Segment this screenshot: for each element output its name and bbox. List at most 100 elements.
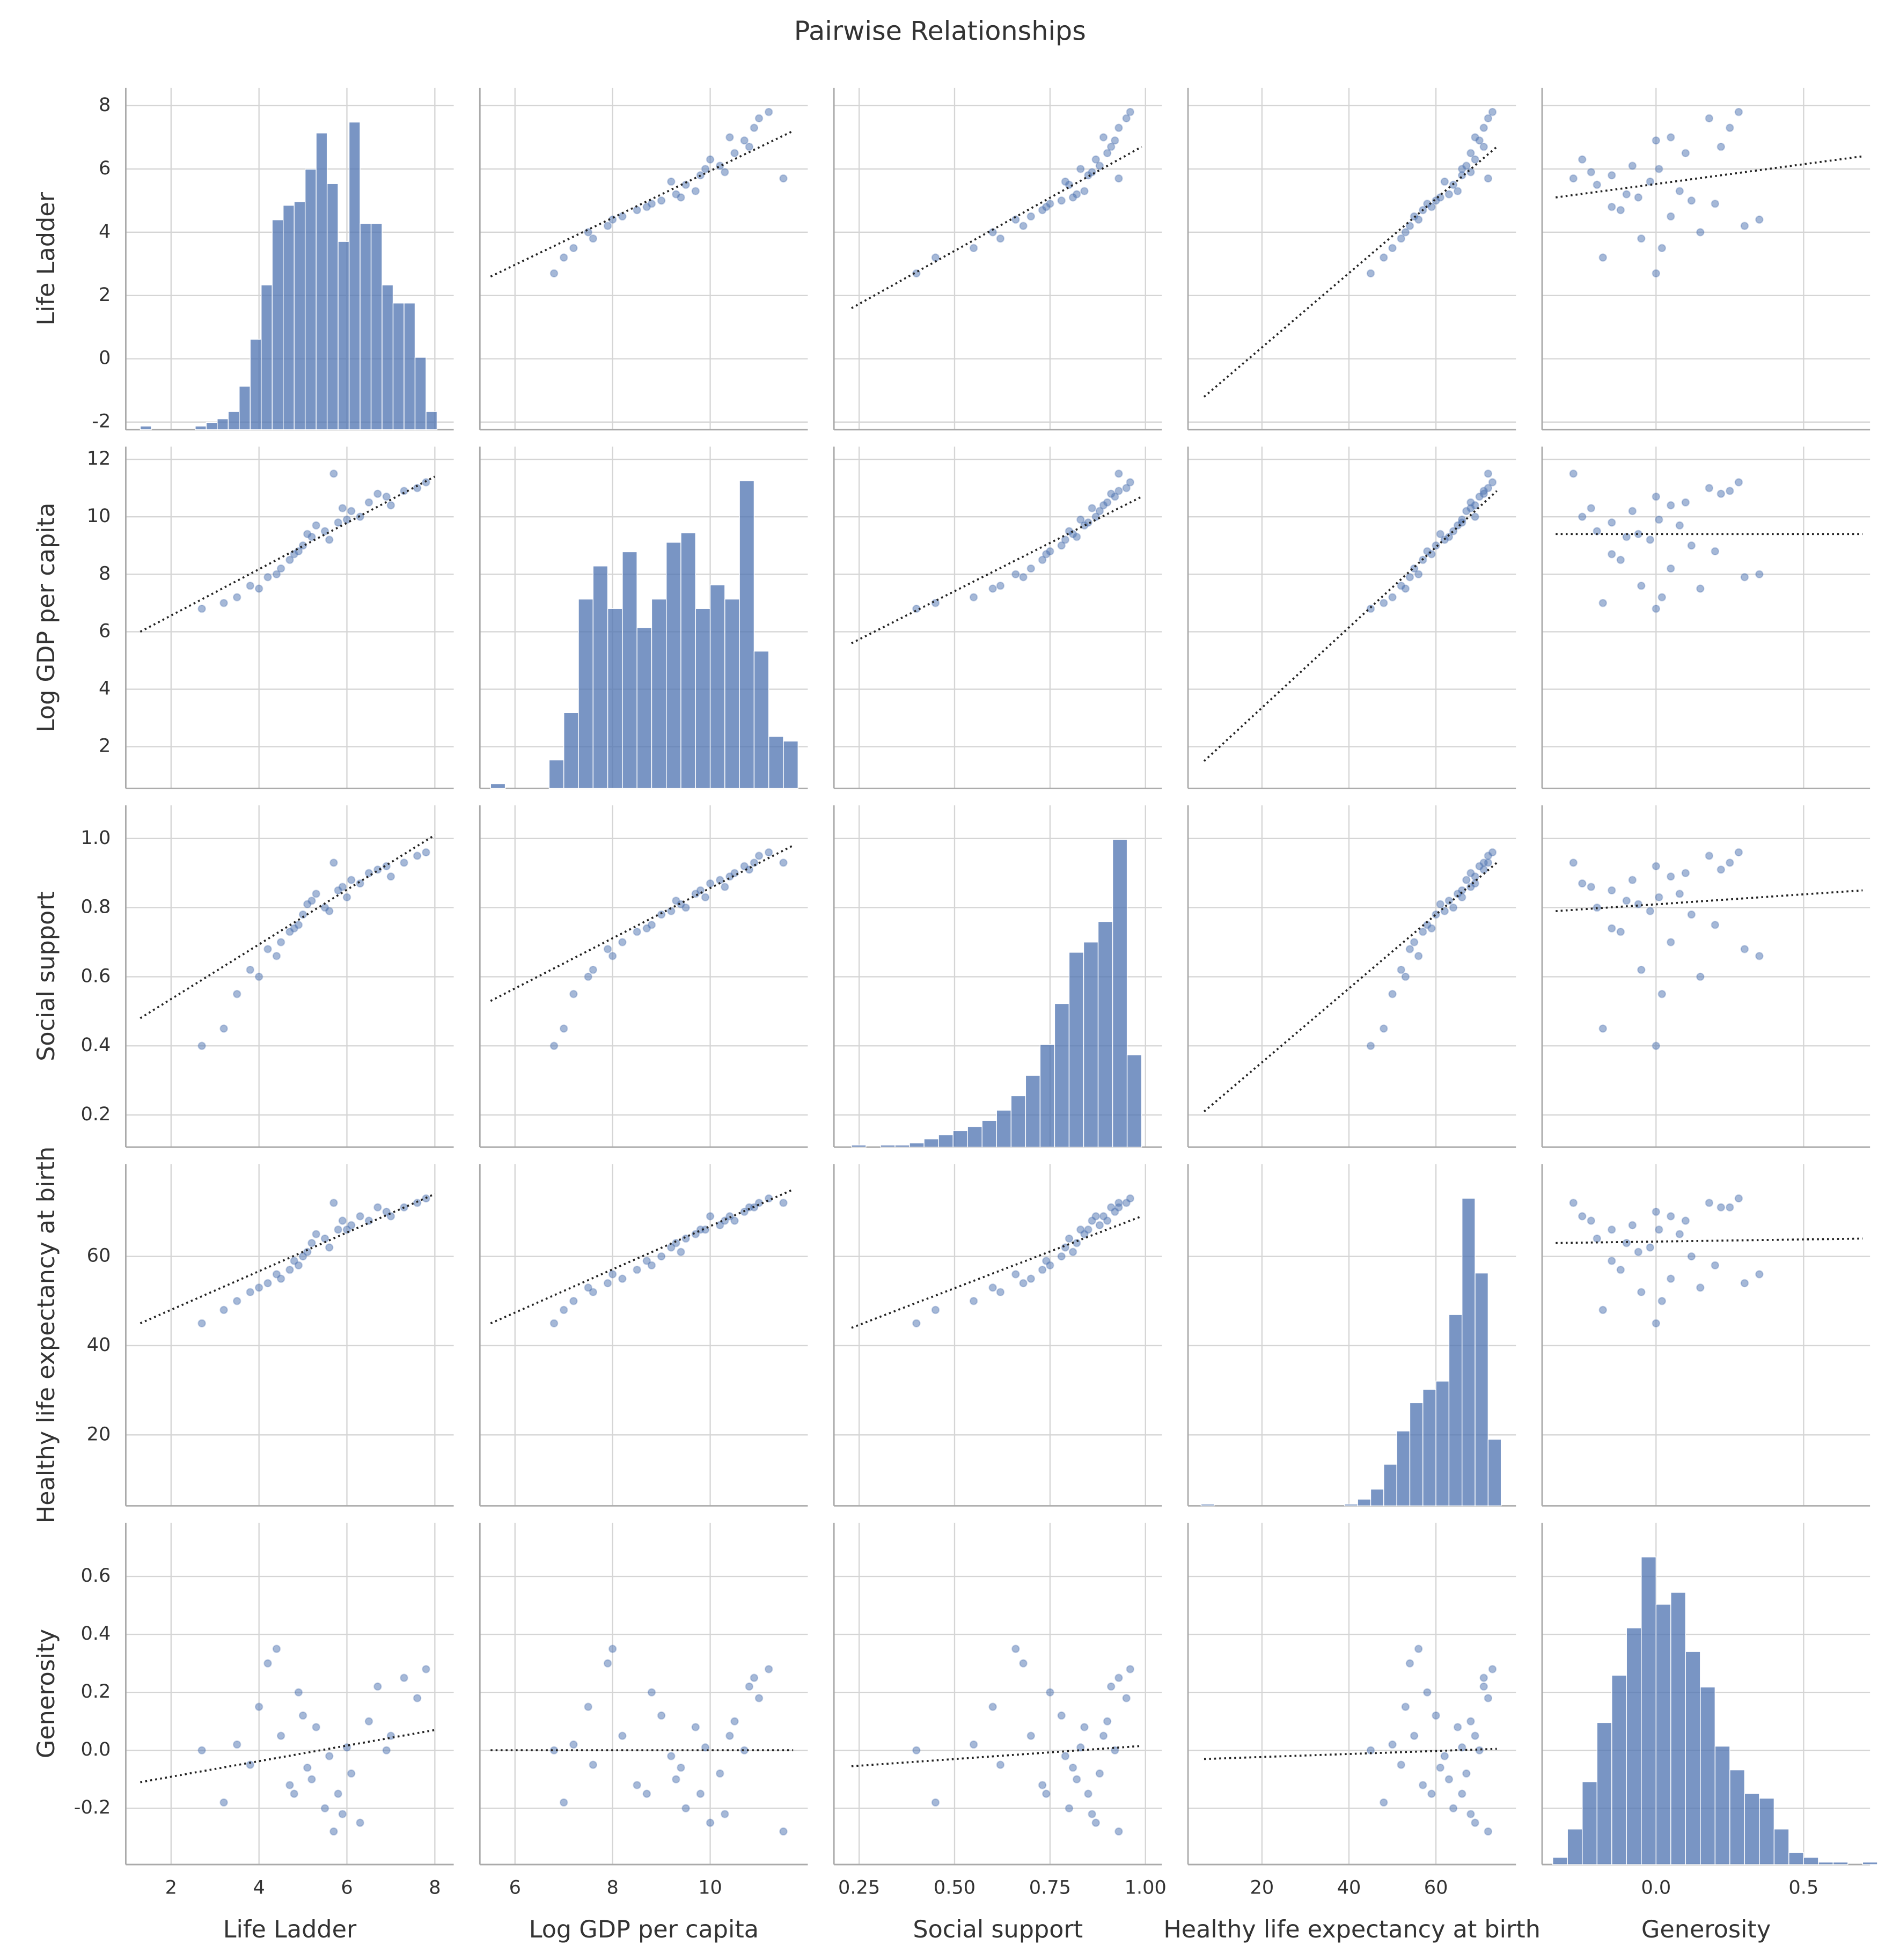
- scatter-point: [347, 876, 356, 884]
- scatter-point: [254, 972, 263, 981]
- scatter-point: [1453, 521, 1462, 530]
- scatter-point: [1637, 234, 1646, 243]
- scatter-point: [931, 253, 940, 262]
- scatter-point: [1667, 872, 1675, 881]
- scatter-point: [1711, 547, 1720, 556]
- scatter-point: [1755, 952, 1764, 960]
- hist-bar: [1344, 1503, 1358, 1507]
- scatter-point: [1042, 550, 1051, 559]
- hist-bar: [1475, 1272, 1489, 1507]
- scatter-point: [1436, 900, 1444, 908]
- fit-line: [851, 1215, 1142, 1329]
- scatter-point: [1726, 1203, 1734, 1212]
- scatter-point: [1628, 162, 1637, 170]
- scatter-point: [779, 858, 788, 867]
- scatter-point: [1646, 535, 1655, 544]
- scatter-point: [750, 1673, 759, 1682]
- scatter-point: [1705, 1199, 1714, 1207]
- scatter-point: [1088, 1810, 1096, 1818]
- scatter-point: [1608, 171, 1616, 180]
- scatter-point: [334, 1225, 342, 1234]
- scatter-point: [290, 1789, 298, 1798]
- scatter-point: [1091, 1818, 1100, 1827]
- scatter-point: [307, 1775, 316, 1783]
- scatter-point: [400, 858, 408, 867]
- scatter-point: [1488, 108, 1497, 116]
- scatter-point: [716, 1221, 724, 1230]
- scatter-point: [1569, 469, 1578, 478]
- scatter-point: [1419, 1781, 1427, 1789]
- scatter-point: [647, 1688, 656, 1697]
- scatter-point: [1667, 212, 1675, 221]
- scatter-point: [1106, 1203, 1116, 1212]
- scatter-point: [1026, 1731, 1036, 1740]
- y-tick-label: -0.2: [74, 1796, 111, 1818]
- scatter-point: [1608, 886, 1616, 895]
- hist-bar: [272, 219, 284, 430]
- scatter-point: [325, 535, 334, 544]
- scatter-point: [1126, 108, 1135, 116]
- scatter-point: [681, 1234, 690, 1243]
- scatter-point: [294, 1688, 303, 1697]
- scatter-point: [549, 1041, 559, 1050]
- scatter-point: [303, 530, 312, 539]
- scatter-point: [1401, 584, 1410, 593]
- scatter-point: [560, 1798, 568, 1807]
- scatter-point: [1388, 593, 1397, 601]
- scatter-point: [1628, 506, 1637, 516]
- hist-bar: [1803, 1857, 1819, 1865]
- scatter-point: [1652, 1207, 1661, 1216]
- scatter-point: [329, 1199, 338, 1207]
- scatter-point: [1598, 253, 1607, 262]
- scatter-point: [633, 927, 641, 936]
- scatter-point: [364, 1717, 373, 1726]
- scatter-point: [988, 584, 997, 593]
- scatter-point: [1026, 1274, 1036, 1283]
- scatter-point: [1628, 1221, 1637, 1230]
- scatter-point: [1717, 1203, 1726, 1212]
- scatter-point: [294, 1261, 303, 1270]
- scatter-point: [276, 1274, 285, 1283]
- scatter-point: [589, 1760, 598, 1769]
- scatter-point: [422, 848, 430, 857]
- scatter-point: [1675, 521, 1684, 530]
- scatter-point: [285, 1781, 294, 1789]
- scatter-point: [338, 883, 347, 891]
- scatter-point: [1687, 1252, 1696, 1261]
- scatter-point: [721, 883, 729, 891]
- scatter-point: [1042, 1789, 1051, 1798]
- scatter-point: [642, 1789, 651, 1798]
- scatter-point: [1622, 1239, 1631, 1247]
- x-tick-label: 40: [1337, 1877, 1361, 1899]
- scatter-point: [1099, 1212, 1108, 1221]
- scatter-point: [1080, 187, 1089, 195]
- x-tick-label: 0.0: [1641, 1877, 1671, 1899]
- scatter-point: [701, 1743, 710, 1752]
- hist-bar: [1097, 921, 1113, 1148]
- scatter-point: [1696, 972, 1705, 981]
- scatter-point: [1026, 564, 1036, 573]
- scatter-point: [1080, 1723, 1089, 1731]
- hist-bar: [1759, 1797, 1775, 1865]
- hist-bar: [1010, 1095, 1026, 1148]
- scatter-point: [246, 1760, 254, 1769]
- scatter-point: [1593, 180, 1601, 189]
- scatter-point: [1380, 599, 1388, 607]
- scatter-point: [347, 1769, 356, 1778]
- scatter-point: [1099, 501, 1108, 510]
- x-axis-label: Log GDP per capita: [529, 1916, 759, 1943]
- hist-bar: [326, 183, 339, 430]
- scatter-point: [608, 952, 617, 960]
- scatter-point: [996, 1288, 1005, 1296]
- scatter-point: [1646, 907, 1655, 915]
- scatter-point: [1634, 193, 1643, 202]
- y-axis-label: Generosity: [33, 1629, 60, 1758]
- scatter-point: [1740, 222, 1749, 230]
- hist-bar: [1370, 1488, 1384, 1507]
- scatter-point: [1657, 244, 1667, 253]
- scatter-point: [1667, 133, 1675, 142]
- fit-line: [1203, 862, 1498, 1113]
- scatter-point: [706, 1818, 715, 1827]
- hist-bar: [1435, 1381, 1450, 1507]
- scatter-point: [1122, 1694, 1131, 1702]
